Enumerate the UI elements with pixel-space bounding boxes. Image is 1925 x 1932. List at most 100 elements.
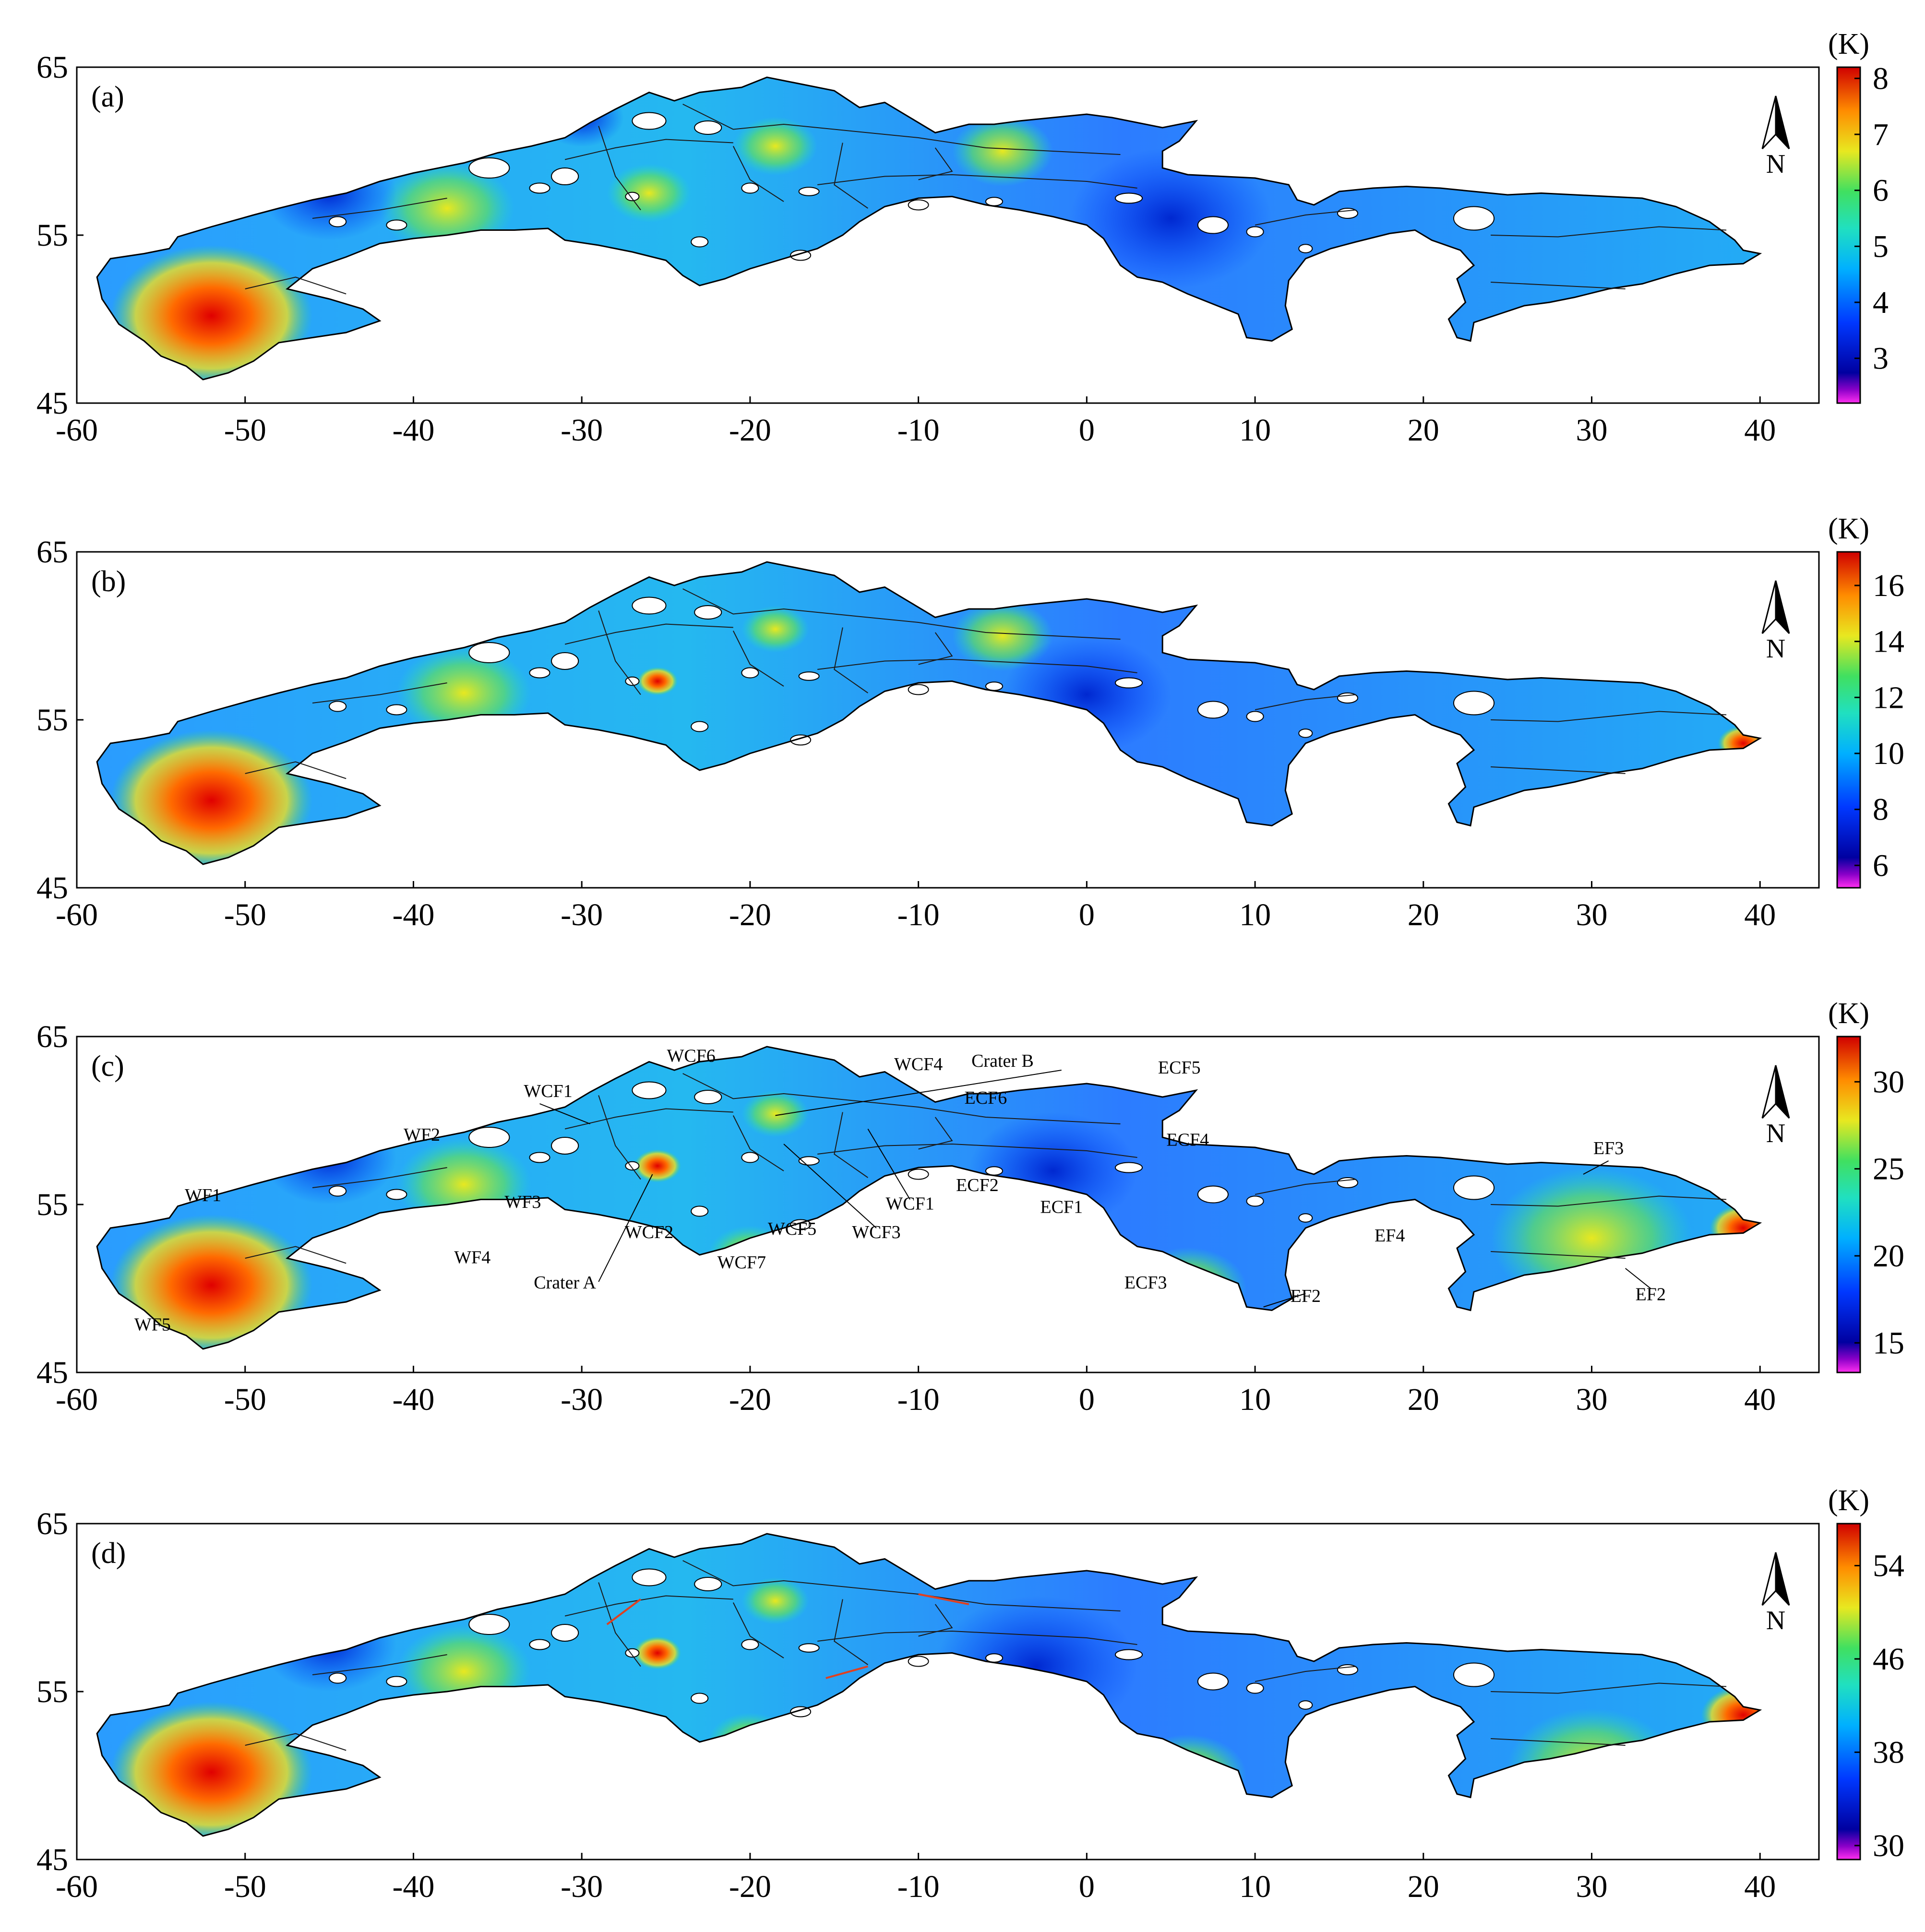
x-tick-label: 0 <box>1079 1869 1095 1904</box>
crater-hole <box>985 681 1003 691</box>
region-boundary <box>1491 1682 1727 1694</box>
colorbar-ramp <box>1836 551 1861 889</box>
feature-label: WCF5 <box>768 1219 816 1239</box>
x-tick-label: 40 <box>1744 1869 1776 1904</box>
crater-hole <box>329 216 347 227</box>
anomaly-blob <box>741 606 809 653</box>
north-label: N <box>1766 1606 1785 1635</box>
x-tick-label: 20 <box>1408 1869 1439 1904</box>
colorbar-tick-label: 46 <box>1873 1642 1904 1677</box>
x-tick-label: 40 <box>1744 413 1776 448</box>
y-tick-label: 55 <box>36 218 68 253</box>
mare-outline <box>96 1046 1762 1350</box>
anomaly-blob <box>1129 1734 1247 1817</box>
x-tick-label: 30 <box>1576 413 1608 448</box>
x-tick-label: -10 <box>897 897 940 932</box>
anomaly-blob <box>1070 148 1272 289</box>
feature-label: ECF2 <box>956 1175 999 1195</box>
leader-line <box>783 1144 877 1228</box>
colorbar-tick-label: 12 <box>1873 680 1904 715</box>
colorbar-tick-label: 6 <box>1873 848 1889 883</box>
mare-outline <box>96 561 1762 865</box>
region-boundary <box>682 104 1121 155</box>
x-tick-label: -20 <box>729 897 771 932</box>
colorbar: 3 4 5 6 7 8(K) <box>1828 28 1889 404</box>
feature-label: ECF3 <box>1124 1273 1167 1293</box>
colorbar-tick-label: 3 <box>1873 341 1889 376</box>
feature-label: WCF4 <box>894 1054 943 1074</box>
region-boundary <box>918 1117 953 1150</box>
x-tick-label: 20 <box>1408 413 1439 448</box>
feature-label: WCF1 <box>524 1081 572 1101</box>
crater-hole <box>329 1185 347 1197</box>
anomaly-blob <box>396 1624 531 1718</box>
crater-hole <box>386 1676 407 1687</box>
x-tick-label: 0 <box>1079 897 1095 932</box>
anomaly-blob <box>607 164 692 223</box>
panel-d: -60 -50 -40 -30 -20 -10 0 10 20 30 40655545(d)N303… <box>36 1484 1904 1904</box>
leader-line <box>775 1070 1062 1116</box>
colorbar-tick-label: 5 <box>1873 229 1889 264</box>
crater-hole <box>691 721 709 732</box>
x-tick-label: -30 <box>561 1869 603 1904</box>
anomaly-blob <box>262 146 397 240</box>
crater-hole <box>741 667 759 679</box>
region-boundary <box>817 658 1137 673</box>
feature-label: WF5 <box>134 1315 171 1335</box>
map-field <box>97 1534 1760 1836</box>
x-tick-label: 0 <box>1079 1382 1095 1417</box>
x-tick-label: -60 <box>56 897 98 932</box>
y-tick-label: 65 <box>36 535 68 570</box>
profile-line <box>606 1598 642 1625</box>
anomaly-blob <box>741 1577 809 1624</box>
crater-hole <box>1453 691 1495 716</box>
feature-label: WF1 <box>185 1185 221 1205</box>
x-tick-label: -40 <box>392 1869 434 1904</box>
anomaly-blob <box>110 1215 313 1349</box>
feature-label: WF2 <box>404 1125 440 1145</box>
crater-hole <box>1197 701 1229 719</box>
colorbar-tick-label: 10 <box>1873 736 1904 771</box>
crater-hole <box>529 667 550 679</box>
region-boundary <box>598 1095 641 1180</box>
x-tick-label: 20 <box>1408 1382 1439 1417</box>
x-tick-label: -10 <box>897 413 940 448</box>
anomaly-blob <box>637 667 678 695</box>
colorbar-ramp <box>1836 66 1861 404</box>
feature-label: Crater A <box>534 1273 596 1293</box>
region-boundary <box>918 632 953 665</box>
colorbar-tick-label: 30 <box>1873 1064 1904 1099</box>
colorbar-tick-label: 54 <box>1873 1549 1904 1584</box>
x-tick-label: -30 <box>561 413 603 448</box>
crater-hole <box>1246 711 1264 722</box>
crater-hole <box>632 596 667 615</box>
crater-hole <box>1114 677 1143 689</box>
leader-line <box>867 1128 910 1200</box>
crater-hole <box>551 1137 579 1155</box>
crater-hole <box>329 1672 347 1684</box>
crater-hole <box>798 187 820 196</box>
crater-hole <box>632 1568 667 1586</box>
y-tick-label: 65 <box>36 50 68 85</box>
north-arrow-icon: N <box>1761 1552 1790 1635</box>
y-tick-label: 55 <box>36 1187 68 1222</box>
crater-hole <box>1114 192 1143 204</box>
region-boundary <box>598 1582 641 1667</box>
crater-hole <box>1114 1162 1143 1173</box>
region-boundary <box>1491 1195 1727 1207</box>
region-boundary <box>312 1654 447 1675</box>
region-boundary <box>598 126 641 211</box>
region-boundary <box>682 1560 1121 1611</box>
region-boundary <box>1491 766 1626 774</box>
x-tick-label: 30 <box>1576 897 1608 932</box>
x-tick-label: -60 <box>56 413 98 448</box>
feature-label: WCF6 <box>667 1046 715 1066</box>
x-tick-label: -60 <box>56 1382 98 1417</box>
x-tick-label: -30 <box>561 897 603 932</box>
crater-hole <box>632 1081 667 1099</box>
color-field <box>97 562 1760 864</box>
feature-label: WCF1 <box>885 1194 934 1214</box>
crater-hole <box>1337 1177 1359 1188</box>
colorbar-ramp <box>1836 1523 1861 1860</box>
crater-hole <box>529 1152 550 1163</box>
